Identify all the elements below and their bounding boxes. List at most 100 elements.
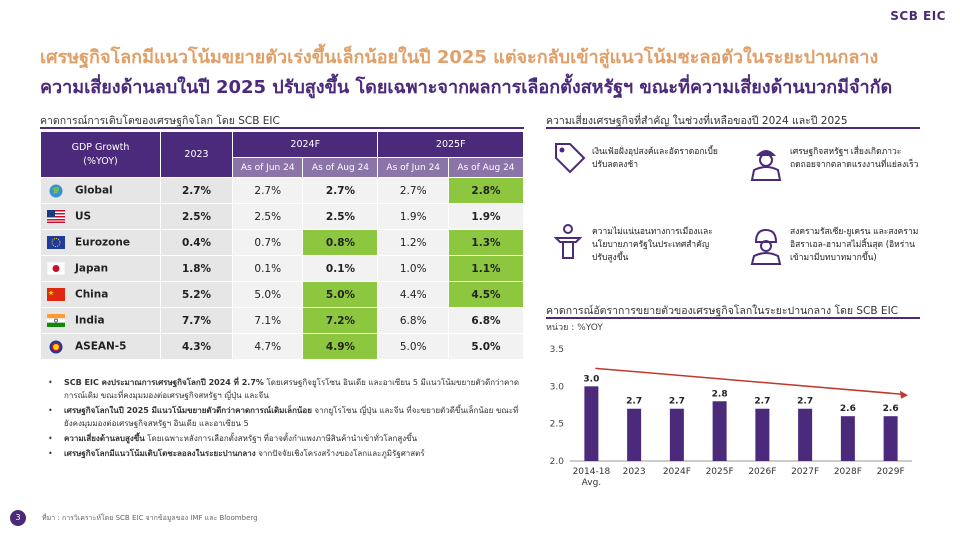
table-row: Eurozone 0.4% 0.7% 0.8% 1.2% 1.3% [40, 229, 525, 256]
value-2024-aug: 0.8% [302, 229, 379, 256]
value-2023: 7.7% [160, 307, 233, 334]
risk-text-us-recession: เศรษฐกิจสหรัฐฯ เสี่ยงเกิดภาวะถดถอยจากตลา… [790, 147, 919, 170]
value-2024-jun: 4.7% [231, 333, 304, 360]
india-flag-icon [47, 314, 65, 327]
bar-value-label: 2.7 [754, 397, 770, 407]
value-2025-jun: 4.4% [377, 281, 449, 308]
table-row: India 7.7% 7.1% 7.2% 6.8% 6.8% [40, 307, 525, 334]
bullet-item: ความเสี่ยงด้านลบสูงขึ้น โดยเฉพาะหลังการเ… [46, 432, 524, 445]
table-row: US 2.5% 2.5% 2.5% 1.9% 1.9% [40, 203, 525, 230]
country-cell: US [40, 203, 161, 230]
value-2025-aug: 1.3% [447, 229, 525, 256]
value-2023: 4.3% [160, 333, 233, 360]
chart-unit-label: หน่วย : %YOY [546, 323, 603, 333]
bar-value-label: 2.7 [626, 397, 642, 407]
value-2025-aug: 5.0% [447, 333, 525, 360]
risk-text-inflation: เงินเฟ้อฝั่งอุปสงค์และอัตราดอกเบี้ยปรับล… [592, 147, 718, 170]
headline-line-2: ความเสี่ยงด้านลบในปี 2025 ปรับสูงขึ้น โด… [40, 77, 893, 98]
bar-2026f [755, 408, 770, 461]
table-section-title: คาดการณ์การเติบโตของเศรษฐกิจโลก โดย SCB … [40, 115, 280, 127]
us-flag-icon [47, 210, 65, 223]
value-2025-jun: 1.9% [377, 203, 449, 230]
value-2023: 5.2% [160, 281, 233, 308]
value-2024-jun: 2.5% [231, 203, 304, 230]
bullet-item: เศรษฐกิจโลกมีแนวโน้มเติบโตชะลอลงในระยะปา… [46, 447, 524, 460]
value-2025-aug: 1.1% [447, 255, 525, 282]
table-row: China 5.2% 5.0% 5.0% 4.4% 4.5% [40, 281, 525, 308]
x-category-label: 2028F [834, 467, 862, 477]
table-row: Japan 1.8% 0.1% 0.1% 1.0% 1.1% [40, 255, 525, 282]
headline-line-1: เศรษฐกิจโลกมีแนวโน้มขยายตัวเร่งขึ้นเล็กน… [40, 47, 879, 68]
value-2025-aug: 6.8% [447, 307, 525, 334]
podium-icon [553, 224, 583, 259]
value-2024-aug: 2.7% [302, 177, 379, 204]
value-2024-jun: 0.1% [231, 255, 304, 282]
country-name: Global [75, 184, 113, 197]
table-row: ASEAN-5 4.3% 4.7% 4.9% 5.0% 5.0% [40, 333, 525, 360]
bar-value-label: 3.0 [583, 374, 599, 384]
value-2025-aug: 2.8% [447, 177, 525, 204]
header-2025f: 2025F [377, 131, 524, 158]
section-divider [40, 127, 524, 129]
bar-2029f [883, 416, 898, 461]
subheader-aug-2024: As of Aug 24 [302, 157, 379, 178]
value-2025-jun: 6.8% [377, 307, 449, 334]
value-2024-aug: 0.1% [302, 255, 379, 282]
value-2025-aug: 1.9% [447, 203, 525, 230]
country-name: India [75, 314, 105, 327]
country-cell: India [40, 307, 161, 334]
header-2024f: 2024F [231, 131, 379, 158]
value-2024-jun: 7.1% [231, 307, 304, 334]
bar-value-label: 2.8 [712, 389, 728, 399]
price-tag-icon [555, 143, 586, 174]
country-cell: ASEAN-5 [40, 333, 161, 360]
y-tick-label: 3.0 [550, 382, 565, 392]
country-name: China [75, 288, 109, 301]
bullet-item: เศรษฐกิจโลกในปี 2025 มีแนวโน้มขยายตัวดีก… [46, 404, 524, 430]
subheader-jun-2024: As of Jun 24 [231, 157, 304, 178]
value-2024-jun: 5.0% [231, 281, 304, 308]
country-name: Japan [75, 262, 109, 275]
bar-value-label: 2.6 [883, 404, 899, 414]
value-2023: 2.5% [160, 203, 233, 230]
value-2023: 0.4% [160, 229, 233, 256]
bullet-item: SCB EIC คงประมาณการเศรษฐกิจโลกปี 2024 ที… [46, 376, 524, 402]
value-2024-aug: 2.5% [302, 203, 379, 230]
x-category-label: 2024F [663, 467, 691, 477]
trend-arrow-head [900, 390, 908, 399]
trend-arrow-line [595, 367, 903, 395]
header-gdp-growth: GDP Growth (%YOY) [40, 131, 161, 178]
value-2025-jun: 1.2% [377, 229, 449, 256]
value-2024-jun: 2.7% [231, 177, 304, 204]
y-tick-label: 2.5 [550, 420, 564, 430]
value-2024-aug: 7.2% [302, 307, 379, 334]
y-tick-label: 2.0 [550, 457, 565, 467]
bar-value-label: 2.7 [669, 397, 685, 407]
section-divider [546, 127, 920, 129]
y-tick-label: 3.5 [550, 345, 564, 355]
value-2025-jun: 2.7% [377, 177, 449, 204]
key-points-list: SCB EIC คงประมาณการเศรษฐกิจโลกปี 2024 ที… [46, 376, 524, 462]
bar-2024f [669, 408, 684, 461]
country-name: ASEAN-5 [75, 340, 127, 353]
eu-flag-icon [47, 236, 65, 249]
bar-2023 [627, 408, 642, 461]
risk-section-title: ความเสี่ยงเศรษฐกิจที่สำคัญ ในช่วงที่เหลื… [546, 115, 848, 127]
value-2024-jun: 0.7% [231, 229, 304, 256]
page-number: 3 [10, 510, 26, 526]
x-category-label: 2027F [791, 467, 819, 477]
country-cell: Global [40, 177, 161, 204]
x-category-label: 2029F [877, 467, 905, 477]
soldier-icon [750, 228, 782, 265]
value-2025-aug: 4.5% [447, 281, 525, 308]
country-cell: Japan [40, 255, 161, 282]
bar-2028f [840, 416, 855, 461]
subheader-jun-2025: As of Jun 24 [377, 157, 449, 178]
value-2024-aug: 5.0% [302, 281, 379, 308]
asean-flag-icon [47, 340, 65, 354]
japan-flag-icon [46, 261, 66, 276]
bar-2027f [798, 408, 813, 461]
bar-2025f [712, 401, 727, 461]
value-2023: 1.8% [160, 255, 233, 282]
bar-2014-18-avg- [584, 386, 599, 461]
